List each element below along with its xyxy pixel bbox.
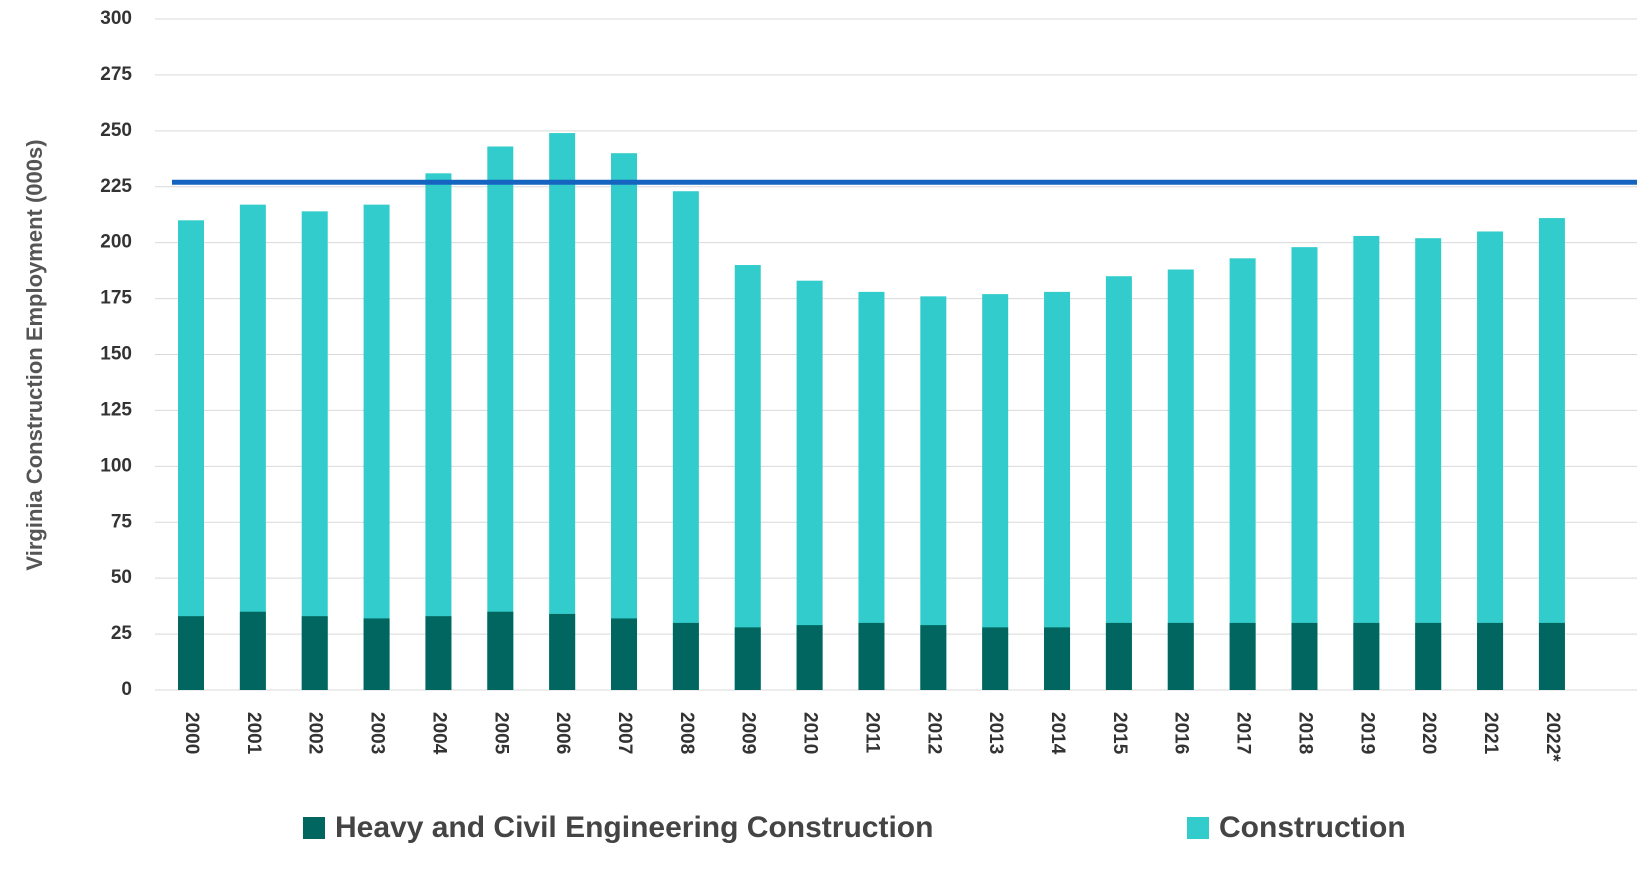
bar bbox=[611, 618, 638, 690]
bar bbox=[1477, 622, 1504, 690]
x-tick-label: 2019 bbox=[1356, 712, 1377, 754]
y-tick-label: 200 bbox=[100, 232, 132, 253]
x-tick-label: 2011 bbox=[861, 712, 882, 754]
x-tick-label: 2001 bbox=[243, 712, 264, 755]
x-tick-label: 2000 bbox=[181, 712, 202, 754]
y-tick-label: 300 bbox=[100, 8, 132, 29]
x-tick-label: 2003 bbox=[367, 712, 388, 754]
bar bbox=[301, 616, 328, 690]
bar bbox=[1105, 276, 1132, 690]
y-tick-label: 125 bbox=[100, 399, 132, 420]
bar bbox=[858, 622, 885, 690]
x-tick-label: 2006 bbox=[552, 712, 573, 754]
x-tick-label: 2014 bbox=[1047, 712, 1068, 755]
legend-label: Construction bbox=[1219, 811, 1406, 844]
bar bbox=[920, 625, 947, 690]
x-tick-label: 2012 bbox=[923, 712, 944, 754]
bar bbox=[734, 627, 761, 690]
bar bbox=[672, 191, 699, 690]
bar bbox=[1105, 622, 1132, 690]
bar bbox=[549, 613, 576, 690]
x-tick-label: 2004 bbox=[428, 712, 449, 755]
y-tick-label: 175 bbox=[100, 288, 132, 309]
x-tick-label: 2010 bbox=[800, 712, 821, 754]
bar bbox=[1229, 622, 1256, 690]
bar bbox=[1477, 231, 1504, 690]
bar bbox=[425, 616, 452, 690]
y-tick-label: 275 bbox=[100, 64, 132, 85]
bar bbox=[425, 173, 452, 690]
bar bbox=[1044, 291, 1071, 690]
legend-swatch bbox=[1187, 817, 1209, 839]
bar bbox=[363, 204, 390, 691]
bar bbox=[1538, 218, 1565, 690]
bar bbox=[1538, 622, 1565, 690]
x-tick-label: 2009 bbox=[738, 712, 759, 754]
bar bbox=[1353, 622, 1380, 690]
x-tick-label: 2015 bbox=[1109, 712, 1130, 755]
x-tick-label: 2017 bbox=[1233, 712, 1254, 754]
y-tick-label: 225 bbox=[100, 176, 132, 197]
bar bbox=[1415, 238, 1442, 690]
x-tick-label: 2005 bbox=[490, 712, 511, 755]
bar bbox=[487, 146, 514, 691]
bar bbox=[239, 204, 266, 691]
bar bbox=[611, 153, 638, 690]
x-tick-label: 2022* bbox=[1542, 712, 1563, 762]
y-tick-label: 250 bbox=[100, 120, 132, 141]
x-tick-label: 2007 bbox=[614, 712, 635, 754]
y-tick-label: 75 bbox=[111, 511, 133, 532]
y-tick-label: 100 bbox=[100, 455, 132, 476]
bar bbox=[239, 611, 266, 690]
bar bbox=[1167, 622, 1194, 690]
bar bbox=[796, 280, 823, 690]
bar bbox=[178, 616, 204, 690]
y-tick-label: 50 bbox=[111, 567, 132, 588]
bar bbox=[920, 296, 947, 690]
bar bbox=[301, 211, 328, 690]
y-tick-label: 0 bbox=[121, 679, 132, 700]
x-tick-label: 2008 bbox=[676, 712, 697, 754]
x-tick-label: 2020 bbox=[1418, 712, 1439, 754]
x-tick-label: 2002 bbox=[305, 712, 326, 754]
x-tick-label: 2013 bbox=[985, 712, 1006, 754]
bar bbox=[487, 611, 514, 690]
bar bbox=[1291, 622, 1318, 690]
x-tick-label: 2021 bbox=[1480, 712, 1501, 755]
bar bbox=[549, 133, 576, 690]
bar bbox=[1353, 235, 1380, 690]
bar bbox=[982, 294, 1009, 690]
bar bbox=[796, 625, 823, 690]
x-tick-label: 2016 bbox=[1171, 712, 1192, 754]
bar bbox=[734, 265, 761, 690]
bar bbox=[178, 220, 204, 691]
bar bbox=[982, 627, 1009, 690]
bar bbox=[1229, 258, 1256, 690]
y-tick-label: 150 bbox=[100, 344, 132, 365]
y-tick-label: 25 bbox=[111, 623, 133, 644]
bar bbox=[1167, 269, 1194, 690]
bar bbox=[672, 622, 699, 690]
x-tick-label: 2018 bbox=[1294, 712, 1315, 754]
bar bbox=[1415, 622, 1442, 690]
legend-swatch bbox=[303, 817, 325, 839]
legend-label: Heavy and Civil Engineering Construction bbox=[335, 811, 933, 844]
bar bbox=[1291, 247, 1318, 690]
bar bbox=[1044, 627, 1071, 690]
bar bbox=[363, 618, 390, 690]
y-axis-title: Virginia Construction Employment (000s) bbox=[22, 139, 47, 570]
